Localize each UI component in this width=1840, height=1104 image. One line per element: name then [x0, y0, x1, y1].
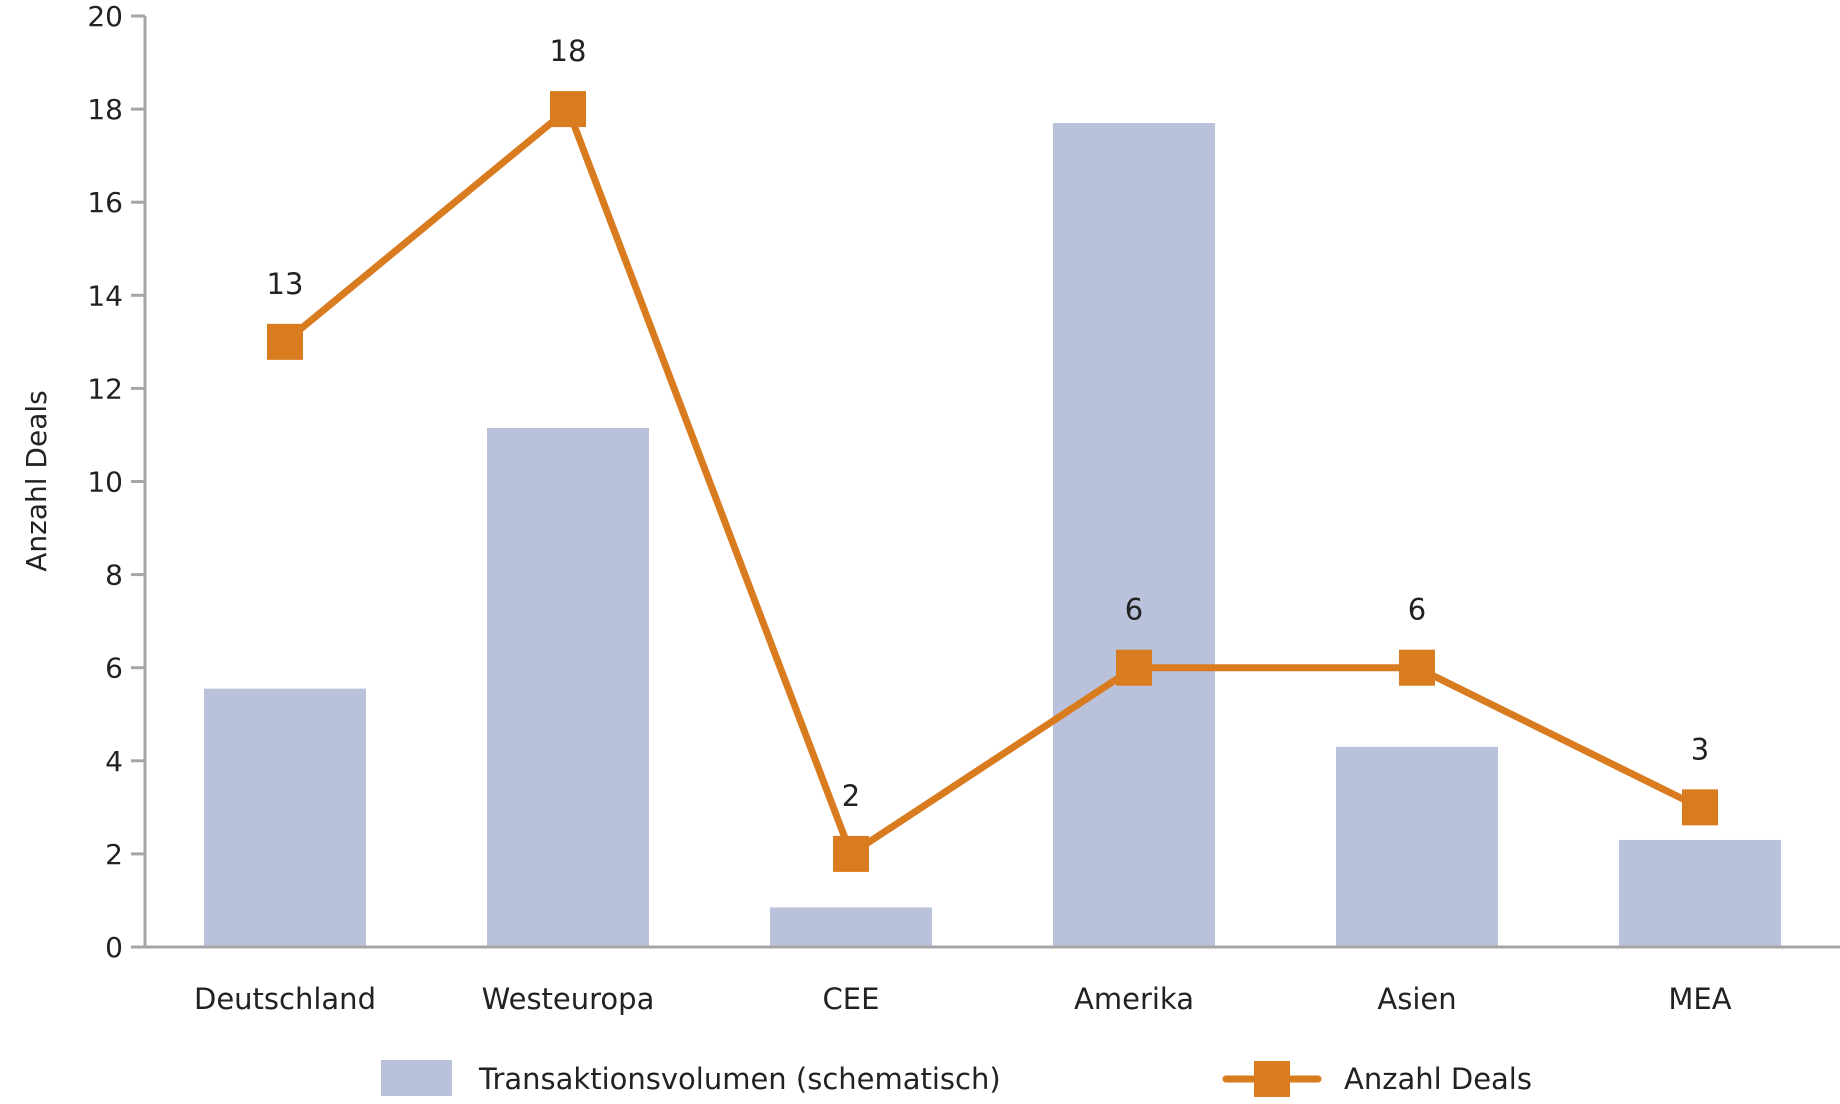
- y-tick-label: 4: [105, 745, 123, 778]
- deals-marker: [1399, 649, 1435, 686]
- bar-deutschland: [204, 688, 366, 947]
- y-tick-label: 20: [87, 0, 123, 33]
- data-label: 6: [1125, 593, 1143, 627]
- y-tick-label: 10: [87, 466, 123, 499]
- deals-marker: [1116, 649, 1152, 686]
- data-label: 6: [1408, 593, 1426, 627]
- deals-marker: [267, 323, 303, 360]
- y-axis-label: Anzahl Deals: [20, 390, 53, 572]
- y-tick-label: 2: [105, 838, 123, 871]
- y-tick-label: 18: [87, 93, 123, 126]
- deals-marker: [833, 835, 869, 872]
- y-tick-label: 16: [87, 186, 123, 219]
- x-tick-label: CEE: [823, 982, 880, 1016]
- bar-asien: [1336, 746, 1498, 947]
- legend-line-label: Anzahl Deals: [1344, 1062, 1532, 1096]
- x-tick-label: Deutschland: [194, 982, 376, 1016]
- bar-westeuropa: [487, 427, 649, 947]
- bar-mea: [1619, 839, 1781, 947]
- y-tick-label: 6: [105, 652, 123, 685]
- y-tick-label: 8: [105, 559, 123, 592]
- y-tick-label: 12: [87, 372, 123, 405]
- data-label: 3: [1691, 732, 1709, 766]
- x-tick-label: Asien: [1377, 982, 1456, 1016]
- deals-marker: [1682, 789, 1718, 826]
- deals-marker: [550, 91, 586, 128]
- x-tick-label: MEA: [1668, 982, 1731, 1016]
- data-label: 18: [550, 34, 587, 68]
- legend-bar-swatch: [381, 1060, 452, 1096]
- y-tick-label: 0: [105, 931, 123, 964]
- bar-amerika: [1053, 123, 1215, 947]
- legend-bar-label: Transaktionsvolumen (schematisch): [478, 1062, 1001, 1096]
- x-tick-label: Westeuropa: [482, 982, 655, 1016]
- data-label: 13: [267, 267, 304, 301]
- y-tick-label: 14: [87, 279, 123, 312]
- x-tick-label: Amerika: [1074, 982, 1194, 1016]
- data-label: 2: [842, 779, 860, 813]
- legend-marker-swatch: [1254, 1061, 1290, 1097]
- bar-cee: [770, 907, 932, 947]
- deals-line: [282, 105, 1702, 858]
